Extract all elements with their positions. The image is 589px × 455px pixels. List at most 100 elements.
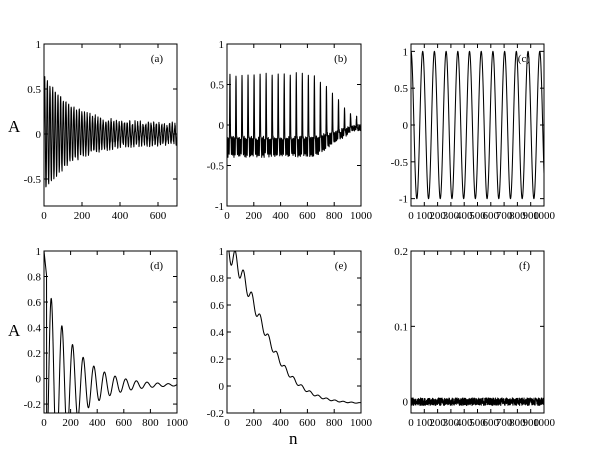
x-tick-label: 1000 [533,210,556,222]
y-tick-label: 0.5 [394,83,408,95]
x-tick-label: 800 [326,417,343,429]
y-tick-label: 0.6 [210,300,224,312]
y-tick-label: -1 [215,201,224,213]
x-tick-label: 200 [62,417,79,429]
x-tick-label: 600 [116,417,133,429]
x-tick-label: 100 [416,210,433,222]
x-tick-label: 1000 [533,417,556,429]
x-tick-label: 400 [89,417,106,429]
y-tick-label: 0 [36,129,42,141]
y-tick-label: -0.5 [391,157,409,169]
panel-a: 0 200 400 600 -0.5 0 0.5 1 (a) [24,39,178,222]
x-tick-label: 200 [246,210,263,222]
x-tick-label: 0 [41,210,47,222]
panel-c: 0 1002003004005006007008009001000-1-0.500… [391,43,556,222]
y-tick-label: 0.8 [210,273,224,285]
x-tick-label: 1000 [350,417,373,429]
x-tick-label: 0 [408,417,414,429]
y-tick-label: 0.5 [27,84,41,96]
panel-label: (c) [518,53,531,65]
x-tick-label: 400 [272,210,289,222]
x-tick-label: 800 [509,210,526,222]
x-tick-label: 200 [246,417,263,429]
y-tick-label: 1 [219,39,225,51]
series-line [43,76,178,188]
y-tick-label: 0.6 [27,297,41,309]
x-tick-label: 0 [224,210,230,222]
x-axis-label: n [289,429,298,448]
y-tick-label: -0.5 [24,174,42,186]
plot-frame [410,250,545,414]
x-tick-label: 300 [443,210,460,222]
x-tick-label: 700 [496,417,513,429]
y-axis-label-top: A [8,117,21,136]
y-tick-label: 0.4 [210,327,224,339]
x-tick-label: 800 [142,417,159,429]
y-tick-label: 0.5 [210,80,224,92]
x-tick-label: 400 [456,210,473,222]
y-tick-label: -1 [399,194,408,206]
series-line [43,250,178,414]
y-tick-label: -0.2 [207,408,224,420]
y-tick-label: 0.1 [394,321,408,333]
panel-e: 0 200 400 600 800 1000-0.200.20.40.60.81(e) [207,246,373,429]
y-tick-label: 1 [36,39,42,51]
x-tick-label: 500 [469,210,486,222]
x-tick-label: 600 [483,417,500,429]
x-tick-label: 900 [522,210,539,222]
y-axis-label-bottom: A [8,321,21,340]
panel-label: (d) [150,260,163,272]
x-tick-label: 1000 [350,210,373,222]
x-tick-label: 600 [483,210,500,222]
plot-frame [226,250,362,414]
y-tick-label: 0 [403,120,409,132]
y-tick-label: 0 [403,397,409,409]
panels-group: 0 200 400 600-0.500.51(a)0 200 400 600 800 1000-… [24,39,556,429]
panel-label: (f) [519,260,530,272]
y-tick-label: 0.2 [394,246,408,258]
x-tick-label: 600 [150,210,167,222]
x-tick-label: 600 [299,210,316,222]
plot-frame [43,43,178,207]
panel-label: (e) [335,260,348,272]
panel-b: 0 200 400 600 800 1000 -1 -0.5 0 0.5 1 (b) [207,39,373,222]
y-tick-label: 0 [219,381,225,393]
x-tick-label: 600 [299,417,316,429]
series-line [226,250,362,404]
x-tick-label: 400 [272,417,289,429]
y-tick-label: 1 [36,246,42,258]
x-tick-label: 800 [509,417,526,429]
x-tick-label: 800 [326,210,343,222]
series-line [410,397,545,406]
y-tick-label: 0.2 [210,354,224,366]
x-tick-label: 400 [112,210,129,222]
x-tick-label: 700 [496,210,513,222]
y-tick-label: -0.2 [24,399,41,411]
plot-frame [43,250,178,414]
x-tick-label: 0 [41,417,47,429]
x-tick-label: 100 [416,417,433,429]
x-tick-label: 400 [456,417,473,429]
y-tick-label: 0 [36,374,42,386]
series-line [226,72,362,158]
x-tick-label: 0 [408,210,414,222]
x-tick-label: 1000 [166,417,189,429]
plot-frame [410,43,545,207]
x-tick-label: 500 [469,417,486,429]
x-tick-label: 200 [429,210,446,222]
x-tick-label: 300 [443,417,460,429]
y-tick-label: 0.8 [27,272,41,284]
y-tick-label: -0.5 [207,161,225,173]
series-line [410,50,545,200]
x-tick-label: 200 [74,210,91,222]
x-tick-label: 900 [522,417,539,429]
y-tick-label: 0.4 [27,323,41,335]
panel-label: (a) [151,53,164,65]
y-tick-label: 1 [403,46,409,58]
y-tick-label: 0.2 [27,348,41,360]
panel-label: (b) [334,53,347,65]
x-tick-label: 200 [429,417,446,429]
y-tick-label: 0 [219,120,225,132]
y-tick-label: 1 [219,246,225,258]
